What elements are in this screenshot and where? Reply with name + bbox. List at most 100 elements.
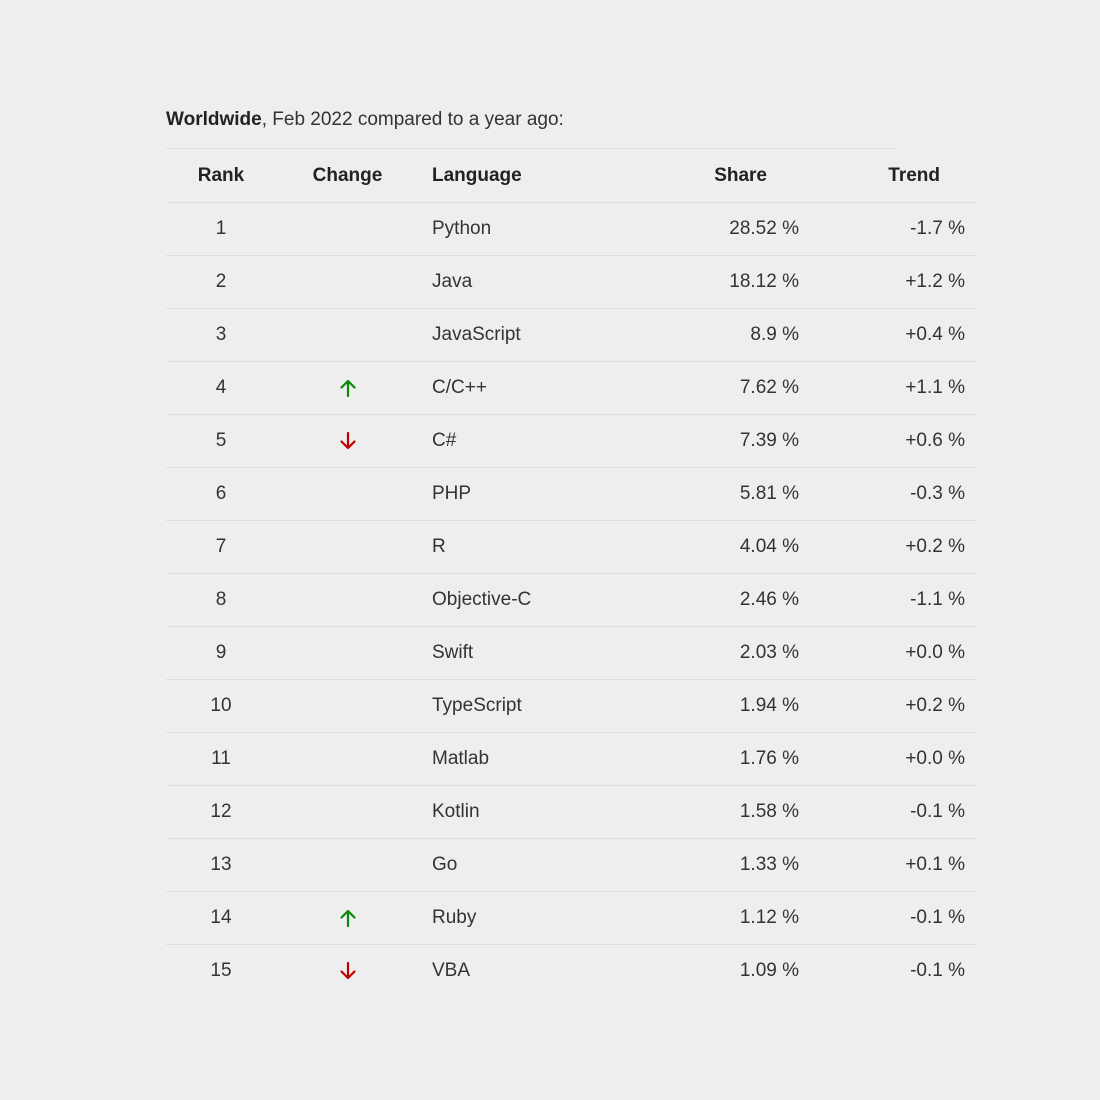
share-cell: 7.62 %: [622, 361, 799, 415]
table-header: Rank Change Language Share Trend: [166, 149, 977, 203]
change-cell: [276, 838, 419, 892]
table-row: 10 TypeScript 1.94 % +0.2 %: [166, 679, 977, 733]
table-row: 9 Swift 2.03 % +0.0 %: [166, 626, 977, 680]
rank-cell: 10: [166, 679, 276, 733]
table-row: 3 JavaScript 8.9 % +0.4 %: [166, 308, 977, 362]
language-cell: Go: [419, 838, 622, 892]
rank-cell: 9: [166, 626, 276, 680]
trend-cell: -1.7 %: [799, 202, 977, 256]
header-language[interactable]: Language: [419, 149, 622, 203]
trend-cell: -0.1 %: [799, 785, 977, 839]
trend-cell: +0.1 %: [799, 838, 977, 892]
share-cell: 7.39 %: [622, 414, 799, 468]
trend-cell: +1.1 %: [799, 361, 977, 415]
change-cell: [276, 945, 419, 998]
trend-cell: +0.4 %: [799, 308, 977, 362]
change-cell: [276, 785, 419, 839]
rank-cell: 11: [166, 732, 276, 786]
table-row: 8 Objective-C 2.46 % -1.1 %: [166, 573, 977, 627]
trend-cell: +0.2 %: [799, 679, 977, 733]
down-arrow-icon: [339, 431, 356, 450]
language-cell: JavaScript: [419, 308, 622, 362]
change-cell: [276, 679, 419, 733]
table-row: 5 C# 7.39 % +0.6 %: [166, 414, 977, 468]
change-cell: [276, 467, 419, 521]
rank-cell: 7: [166, 520, 276, 574]
trend-cell: -0.1 %: [799, 891, 977, 945]
table-row: 2 Java 18.12 % +1.2 %: [166, 255, 977, 309]
trend-cell: +0.2 %: [799, 520, 977, 574]
language-cell: C/C++: [419, 361, 622, 415]
change-cell: [276, 626, 419, 680]
change-cell: [276, 891, 419, 945]
language-cell: Matlab: [419, 732, 622, 786]
rank-cell: 15: [210, 960, 232, 981]
trend-cell: +0.0 %: [799, 626, 977, 680]
language-cell: Objective-C: [419, 573, 622, 627]
share-cell: 28.52 %: [622, 202, 799, 256]
table-row: 15 VBA 1.09 % -0.1 %: [166, 945, 977, 998]
table-row: 4 C/C++ 7.62 % +1.1 %: [166, 361, 977, 415]
table-body: 1 Python 28.52 % -1.7 % 2 Java 18.12 % +1.2 % 3 J…: [166, 202, 977, 998]
share-cell: 5.81 %: [622, 467, 799, 521]
change-cell: [276, 520, 419, 574]
up-arrow-icon: [339, 379, 356, 398]
table-row: 13 Go 1.33 % +0.1 %: [166, 838, 977, 892]
table-caption: Worldwide, Feb 2022 compared to a year a…: [166, 106, 895, 149]
rank-cell: 8: [166, 573, 276, 627]
rank-cell: 4: [166, 361, 276, 415]
change-cell: [276, 255, 419, 309]
rank-cell: 3: [166, 308, 276, 362]
language-ranking-table: Rank Change Language Share Trend 1 Python…: [166, 149, 977, 997]
language-cell: Java: [419, 255, 622, 309]
language-cell: TypeScript: [419, 679, 622, 733]
header-share[interactable]: Share: [622, 149, 799, 203]
trend-cell: -1.1 %: [799, 573, 977, 627]
header-change[interactable]: Change: [276, 149, 419, 203]
share-cell: 1.58 %: [622, 785, 799, 839]
share-cell: 2.03 %: [622, 626, 799, 680]
share-cell: 1.09 %: [739, 960, 799, 981]
change-cell: [276, 573, 419, 627]
rank-cell: 14: [166, 891, 276, 945]
language-cell: Python: [419, 202, 622, 256]
share-cell: 2.46 %: [622, 573, 799, 627]
table-row: 7 R 4.04 % +0.2 %: [166, 520, 977, 574]
share-cell: 18.12 %: [622, 255, 799, 309]
caption-text: , Feb 2022 compared to a year ago:: [261, 109, 564, 130]
trend-cell: +0.6 %: [799, 414, 977, 468]
rank-cell: 1: [166, 202, 276, 256]
down-arrow-icon: [339, 961, 356, 980]
trend-cell: +0.0 %: [799, 732, 977, 786]
table-row: 6 PHP 5.81 % -0.3 %: [166, 467, 977, 521]
header-row: Rank Change Language Share Trend: [166, 149, 977, 203]
rank-cell: 13: [166, 838, 276, 892]
language-cell: R: [419, 520, 622, 574]
change-cell: [276, 308, 419, 362]
rank-cell: 6: [166, 467, 276, 521]
trend-cell: -0.3 %: [799, 467, 977, 521]
header-rank[interactable]: Rank: [166, 149, 276, 203]
language-cell: Ruby: [419, 891, 622, 945]
share-cell: 1.94 %: [622, 679, 799, 733]
language-cell: C#: [419, 414, 622, 468]
change-cell: [276, 202, 419, 256]
ranking-panel: Worldwide, Feb 2022 compared to a year a…: [166, 106, 977, 997]
rank-cell: 5: [166, 414, 276, 468]
share-cell: 8.9 %: [622, 308, 799, 362]
share-cell: 1.12 %: [622, 891, 799, 945]
trend-cell: -0.1 %: [910, 960, 965, 981]
language-cell: Swift: [419, 626, 622, 680]
share-cell: 1.76 %: [622, 732, 799, 786]
table-row: 12 Kotlin 1.58 % -0.1 %: [166, 785, 977, 839]
rank-cell: 12: [166, 785, 276, 839]
share-cell: 4.04 %: [622, 520, 799, 574]
header-trend[interactable]: Trend: [799, 149, 977, 203]
language-cell: VBA: [432, 960, 471, 981]
change-cell: [276, 732, 419, 786]
change-cell: [276, 361, 419, 415]
language-cell: Kotlin: [419, 785, 622, 839]
rank-cell: 2: [166, 255, 276, 309]
share-cell: 1.33 %: [622, 838, 799, 892]
language-cell: PHP: [419, 467, 622, 521]
